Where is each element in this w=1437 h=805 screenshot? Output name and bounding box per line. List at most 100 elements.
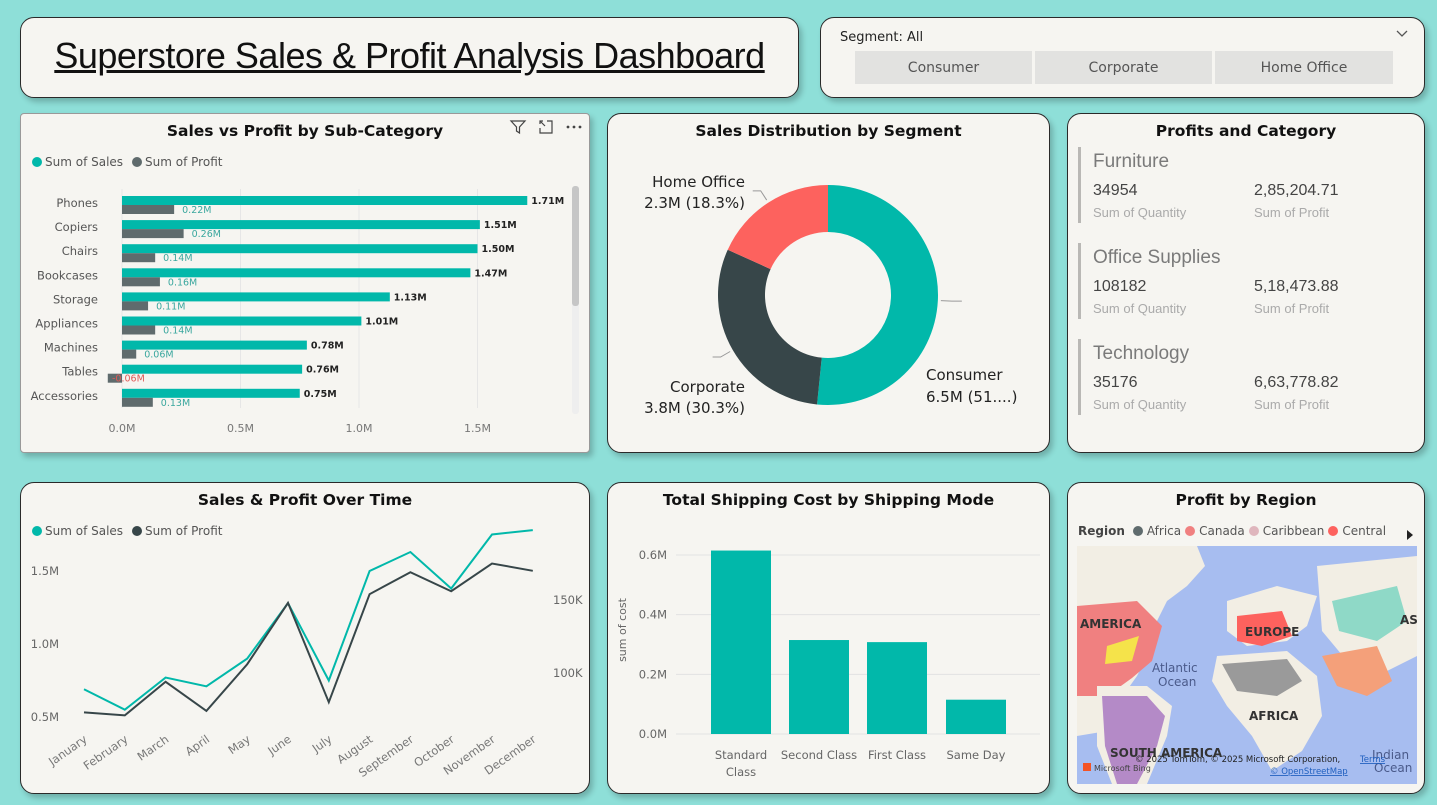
chart-title: Sales Distribution by Segment [695, 122, 962, 140]
sales-profit-subcategory-chart[interactable]: Sales vs Profit by Sub-Category Sum of S… [20, 113, 590, 453]
legend-sales-dot [32, 526, 42, 536]
more-options-icon[interactable] [561, 116, 587, 138]
map-osm-link[interactable]: © OpenStreetMap [1270, 767, 1348, 777]
category-label: Storage [53, 292, 98, 306]
legend-profit-dot [132, 526, 143, 536]
category-row-technology: Technology 35176 Sum of Quantity 6,63,77… [1078, 339, 1418, 415]
map-label-america: AMERICA [1080, 617, 1142, 631]
map-label-atlantic: Atlantic [1152, 661, 1198, 675]
profit-data-label: 0.16M [168, 277, 197, 288]
scrollbar-thumb[interactable] [572, 186, 579, 306]
sales-data-label: 1.47M [474, 268, 507, 279]
sales-data-label: 0.78M [311, 341, 344, 352]
profit-bar [122, 205, 175, 214]
profit-label: Sum of Profit [1254, 397, 1330, 412]
map-terms-link[interactable]: Terms [1359, 755, 1386, 765]
focus-mode-icon[interactable] [533, 116, 559, 138]
profit-value: 2,85,204.71 [1254, 182, 1339, 199]
x-tick-label: Standard [715, 748, 767, 762]
sales-segment-donut-card: Sales Distribution by Segment Consumer 6.… [607, 113, 1050, 453]
map-label-africa: AFRICA [1249, 709, 1299, 723]
map-legend: Region Africa Canada Caribbean Central [1078, 524, 1386, 538]
column-chart-plot: 0.0M 0.2M 0.4M 0.6M sum of cost Standard Class… [616, 548, 1040, 779]
slicer-option-consumer[interactable]: Consumer [855, 51, 1032, 84]
legend-africa-label: Africa [1146, 524, 1182, 538]
category-label: Tables [61, 365, 98, 379]
profit-data-label: 0.11M [156, 301, 185, 312]
filter-icon[interactable] [505, 116, 531, 138]
bing-label: Microsoft Bing [1094, 764, 1151, 773]
bar-chart-plot: 0.0M 0.5M 1.0M 1.5M Phones 1.71M 0.22M Copiers 1… [31, 186, 579, 435]
y-axis-title: sum of cost [616, 597, 629, 662]
category-label: Accessories [31, 389, 98, 403]
segment-label: Corporate [670, 378, 745, 396]
category-label: Copiers [55, 220, 98, 234]
profit-bar [122, 253, 156, 263]
dashboard-title: Superstore Sales & Profit Analysis Dashb… [54, 35, 765, 76]
sales-bar [122, 268, 471, 278]
legend-next-arrow-icon[interactable] [1406, 525, 1414, 544]
segment-label: Consumer [926, 366, 1003, 384]
profit-bar [107, 373, 122, 383]
segment-label: Home Office [652, 173, 745, 191]
profit-bar [122, 397, 153, 407]
x-tick-label: Second Class [781, 748, 857, 762]
y-left-tick-label: 1.0M [31, 637, 59, 651]
category-label: Chairs [62, 244, 98, 258]
chart-legend: Sum of Sales Sum of Profit [32, 155, 222, 169]
donut-chart-plot: Consumer 6.5M (51....) Corporate 3.8M (30.3… [644, 173, 1017, 417]
profits-category-card: Profits and Category Furniture 34954 Sum… [1067, 113, 1425, 453]
central-region [1105, 636, 1139, 664]
chart-title: Sales vs Profit by Sub-Category [166, 122, 444, 140]
sales-bar [122, 292, 390, 302]
leader-line [752, 190, 768, 201]
world-map[interactable]: AMERICAEUROPEASAtlanticOceanAFRICASOUTH … [1077, 546, 1417, 784]
sales-line [83, 529, 533, 711]
profit-label: Sum of Profit [1254, 205, 1330, 220]
slicer-option-corporate[interactable]: Corporate [1035, 51, 1212, 84]
legend-central-label: Central [1342, 524, 1387, 538]
chart-title: Total Shipping Cost by Shipping Mode [662, 491, 995, 509]
sales-bar [122, 220, 480, 230]
legend-profit-dot [132, 157, 143, 167]
shipping-bar [711, 550, 771, 734]
chevron-down-icon[interactable] [1396, 26, 1408, 42]
shipping-bar [789, 640, 849, 734]
profit-line [83, 562, 533, 717]
profit-data-label: 0.22M [182, 205, 211, 216]
sales-bar [122, 244, 478, 254]
x-tick-label: 1.5M [464, 422, 491, 435]
x-tick-label: 0.0M [109, 422, 136, 435]
sales-data-label: 1.50M [482, 244, 515, 255]
y-tick-label: 0.0M [639, 727, 667, 741]
quantity-label: Sum of Quantity [1093, 205, 1187, 220]
profit-label: Sum of Profit [1254, 301, 1330, 316]
quantity-value: 35176 [1093, 374, 1138, 391]
y-left-tick-label: 0.5M [31, 710, 59, 724]
sales-bar [122, 388, 300, 398]
sales-data-label: 1.01M [365, 317, 398, 328]
category-name: Technology [1093, 343, 1190, 364]
profit-data-label: 0.26M [192, 229, 221, 240]
profit-value: 5,18,473.88 [1254, 278, 1339, 295]
legend-sales-dot [32, 157, 42, 167]
legend-profit-label: Sum of Profit [145, 155, 223, 169]
sales-data-label: 1.13M [394, 292, 427, 303]
sales-profit-time-card: Sales & Profit Over Time Sum of Sales Su… [20, 482, 590, 794]
shipping-cost-card: Total Shipping Cost by Shipping Mode 0.0… [607, 482, 1050, 794]
shipping-bar [867, 642, 927, 734]
x-tick-label: 1.0M [346, 422, 373, 435]
profit-data-label: 0.06M [144, 350, 173, 361]
segment-slicer: Segment: All Consumer Corporate Home Off… [820, 17, 1425, 98]
x-tick-label: Class [726, 765, 756, 779]
x-tick-label: February [81, 732, 131, 773]
map-label-indian: Indian [1372, 748, 1409, 762]
slicer-option-home-office[interactable]: Home Office [1215, 51, 1393, 84]
africa-region [1222, 659, 1302, 696]
category-label: Appliances [35, 317, 98, 331]
map-attribution: © 2025 TomTom, © 2025 Microsoft Corporat… [1135, 755, 1340, 765]
profit-region-map-card: Profit by Region Region Africa Canada Ca… [1067, 482, 1425, 794]
y-tick-label: 0.4M [639, 608, 667, 622]
profit-bar [122, 277, 160, 287]
leader-line [940, 300, 962, 302]
